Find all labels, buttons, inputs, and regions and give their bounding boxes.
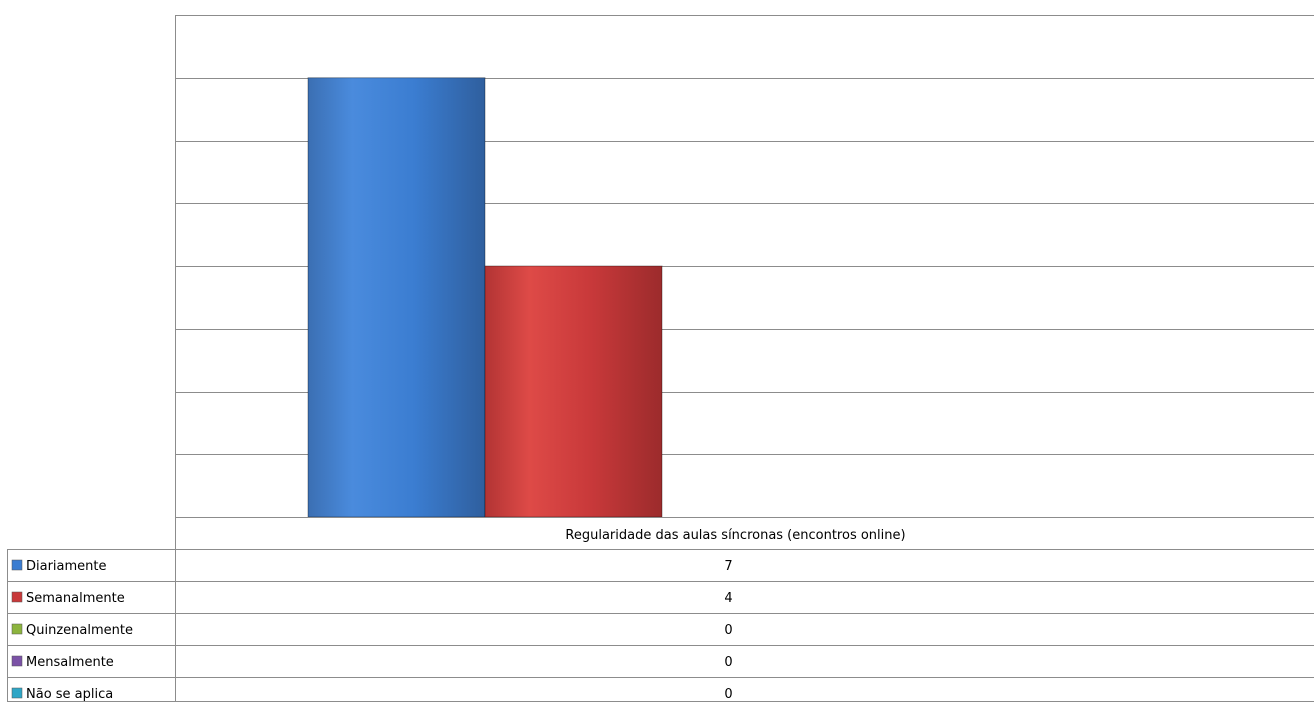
legend-key-semanalmente	[11, 591, 23, 603]
data-value-diariamente: 7	[724, 559, 732, 574]
legend-label-semanalmente: Semanalmente	[26, 591, 125, 606]
data-table: Regularidade das aulas síncronas (encont…	[7, 517, 1314, 702]
legend-label-mensalmente: Mensalmente	[26, 655, 114, 670]
category-label: Regularidade das aulas síncronas (encont…	[565, 528, 905, 543]
legend-label-diariamente: Diariamente	[26, 559, 107, 574]
bars	[307, 77, 663, 518]
data-value-n-o-se-aplica: 0	[724, 687, 732, 702]
legend-key-n-o-se-aplica	[11, 687, 23, 699]
data-value-quinzenalmente: 0	[724, 623, 732, 638]
data-value-mensalmente: 0	[724, 655, 732, 670]
legend-key-quinzenalmente	[11, 623, 23, 635]
legend-key-mensalmente	[11, 655, 23, 667]
legend-label-n-o-se-aplica: Não se aplica	[26, 687, 113, 702]
bar-diariamente	[307, 77, 486, 518]
bar-semanalmente	[484, 265, 663, 518]
data-value-semanalmente: 4	[724, 591, 732, 606]
legend-key-diariamente	[11, 559, 23, 571]
legend-label-quinzenalmente: Quinzenalmente	[26, 623, 133, 638]
